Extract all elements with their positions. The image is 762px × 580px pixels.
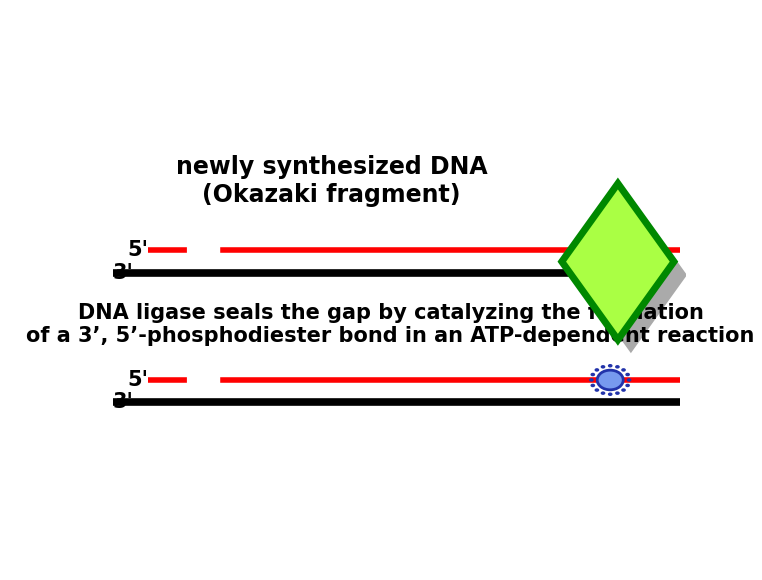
Circle shape — [594, 368, 599, 372]
Circle shape — [597, 370, 623, 390]
Circle shape — [591, 373, 595, 376]
Circle shape — [594, 388, 599, 392]
Circle shape — [608, 364, 613, 368]
Circle shape — [608, 393, 613, 396]
Circle shape — [600, 392, 605, 395]
Circle shape — [589, 378, 594, 382]
Text: newly synthesized DNA
(Okazaki fragment): newly synthesized DNA (Okazaki fragment) — [176, 155, 487, 207]
Circle shape — [626, 373, 630, 376]
Circle shape — [621, 388, 626, 392]
Text: 5': 5' — [128, 241, 149, 260]
Text: 3': 3' — [113, 392, 134, 412]
Circle shape — [626, 384, 630, 387]
Polygon shape — [575, 197, 687, 353]
Circle shape — [626, 378, 632, 382]
Text: DNA ligase seals the gap by catalyzing the formation
of a 3’, 5’-phosphodiester : DNA ligase seals the gap by catalyzing t… — [27, 303, 754, 346]
Circle shape — [615, 365, 620, 369]
Circle shape — [591, 384, 595, 387]
Circle shape — [615, 392, 620, 395]
Circle shape — [600, 365, 605, 369]
Text: 3': 3' — [113, 263, 134, 283]
Polygon shape — [562, 183, 674, 340]
Circle shape — [621, 368, 626, 372]
Text: 5': 5' — [128, 370, 149, 390]
